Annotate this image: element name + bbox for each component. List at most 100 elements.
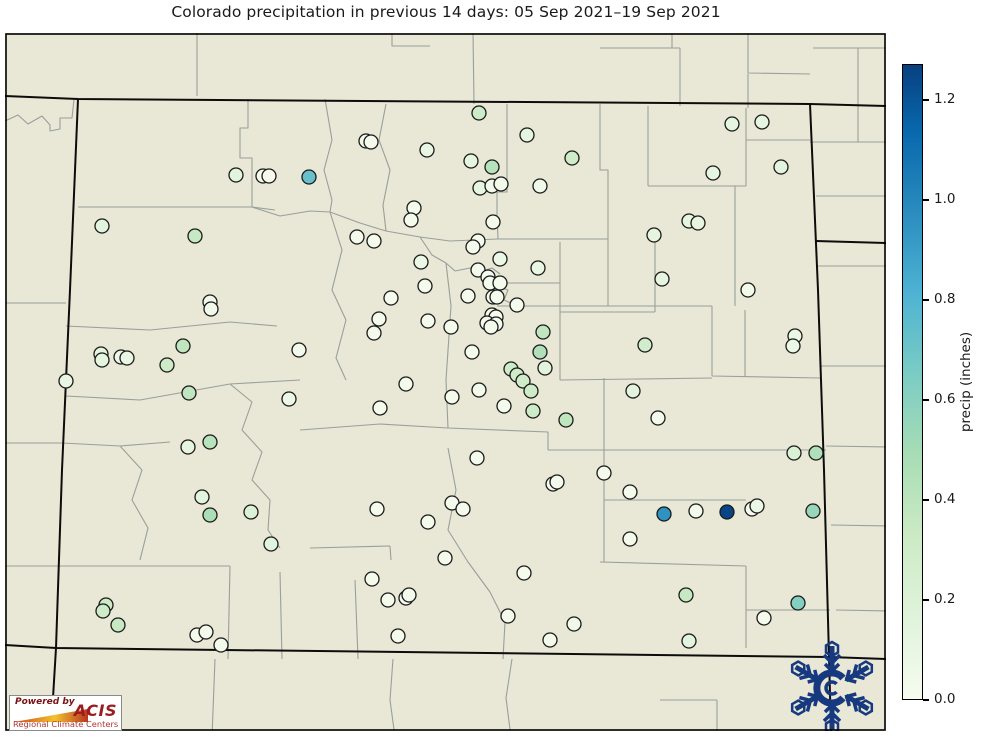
- colorbar-axis-label: precip (inches): [958, 331, 974, 433]
- station-dot: [390, 628, 406, 644]
- colorbar-tick-label: 0.8: [934, 291, 956, 307]
- border-41n: [5, 95, 886, 107]
- station-dot: [181, 385, 197, 401]
- station-dot: [465, 239, 481, 255]
- station-dot: [198, 624, 214, 640]
- station-dot: [175, 338, 191, 354]
- border-west: [50, 98, 79, 731]
- station-dot: [724, 116, 740, 132]
- station-dot: [444, 389, 460, 405]
- station-dot: [705, 165, 721, 181]
- station-dot: [805, 503, 821, 519]
- colorbar-tick-label: 0.4: [934, 491, 956, 507]
- station-dot: [187, 228, 203, 244]
- station-dot: [566, 616, 582, 632]
- snowflake-icon: [790, 640, 874, 731]
- colorbar-tick-label: 0.0: [934, 691, 956, 707]
- station-dot: [464, 344, 480, 360]
- station-dot: [281, 391, 297, 407]
- station-dot: [516, 565, 532, 581]
- station-dot: [493, 176, 509, 192]
- map-background: [5, 33, 886, 731]
- acis-name-text: ACIS: [73, 701, 117, 720]
- station-dot: [625, 383, 641, 399]
- station-dot: [519, 127, 535, 143]
- station-dot: [681, 633, 697, 649]
- station-dot: [202, 434, 218, 450]
- station-dot: [58, 373, 74, 389]
- colorado-map: [5, 33, 886, 731]
- acis-triangle-icon: [14, 709, 88, 722]
- station-dot: [690, 215, 706, 231]
- station-dot: [194, 489, 210, 505]
- station-dot: [202, 507, 218, 523]
- station-dot: [471, 105, 487, 121]
- station-dot: [301, 169, 317, 185]
- station-dot: [263, 536, 279, 552]
- station-dot: [455, 501, 471, 517]
- station-dots: [58, 105, 824, 653]
- station-dot: [650, 410, 666, 426]
- station-dot: [443, 319, 459, 335]
- station-dot: [749, 498, 765, 514]
- station-dot: [492, 251, 508, 267]
- station-dot: [398, 376, 414, 392]
- station-dot: [469, 450, 485, 466]
- station-dot: [492, 275, 508, 291]
- station-dot: [419, 142, 435, 158]
- station-dot: [790, 595, 806, 611]
- station-dot: [515, 373, 531, 389]
- station-dot: [484, 159, 500, 175]
- acis-powered-by-text: Powered by: [15, 697, 75, 707]
- station-dot: [773, 159, 789, 175]
- border-ne-ks: [815, 240, 886, 244]
- station-dot: [656, 506, 672, 522]
- station-dot: [364, 571, 380, 587]
- station-dot: [401, 587, 417, 603]
- station-dot: [366, 233, 382, 249]
- station-dot: [119, 350, 135, 366]
- station-dot: [372, 400, 388, 416]
- station-dot: [460, 288, 476, 304]
- station-dot: [417, 278, 433, 294]
- station-dot: [646, 227, 662, 243]
- station-dot: [413, 254, 429, 270]
- station-dot: [740, 282, 756, 298]
- colorbar-tick-mark: [923, 599, 929, 601]
- station-dot: [366, 325, 382, 341]
- station-dot: [688, 503, 704, 519]
- station-dot: [380, 592, 396, 608]
- station-dot: [371, 311, 387, 327]
- station-dot: [678, 587, 694, 603]
- colorbar-tick-label: 1.0: [934, 191, 956, 207]
- station-dot: [243, 504, 259, 520]
- station-dot: [291, 342, 307, 358]
- colorbar: [902, 64, 923, 700]
- station-dot: [756, 610, 772, 626]
- station-dot: [719, 504, 735, 520]
- station-dot: [463, 153, 479, 169]
- station-dot: [261, 168, 277, 184]
- figure-title: Colorado precipitation in previous 14 da…: [171, 3, 721, 21]
- station-dot: [94, 218, 110, 234]
- station-dot: [754, 114, 770, 130]
- station-dot: [558, 412, 574, 428]
- station-dot: [525, 403, 541, 419]
- station-dot: [786, 445, 802, 461]
- colorbar-tick-mark: [923, 399, 929, 401]
- station-dot: [542, 632, 558, 648]
- station-dot: [180, 439, 196, 455]
- station-dot: [420, 313, 436, 329]
- station-dot: [228, 167, 244, 183]
- station-dot: [110, 617, 126, 633]
- station-dot: [403, 212, 419, 228]
- station-dot: [532, 178, 548, 194]
- station-dot: [159, 357, 175, 373]
- station-dot: [496, 398, 512, 414]
- colorbar-tick-label: 0.6: [934, 391, 956, 407]
- colorbar-tick-label: 0.2: [934, 591, 956, 607]
- station-dot: [622, 484, 638, 500]
- station-dot: [654, 271, 670, 287]
- colorbar-tick-mark: [923, 299, 929, 301]
- acis-subtitle-text: Regional Climate Centers: [13, 719, 119, 729]
